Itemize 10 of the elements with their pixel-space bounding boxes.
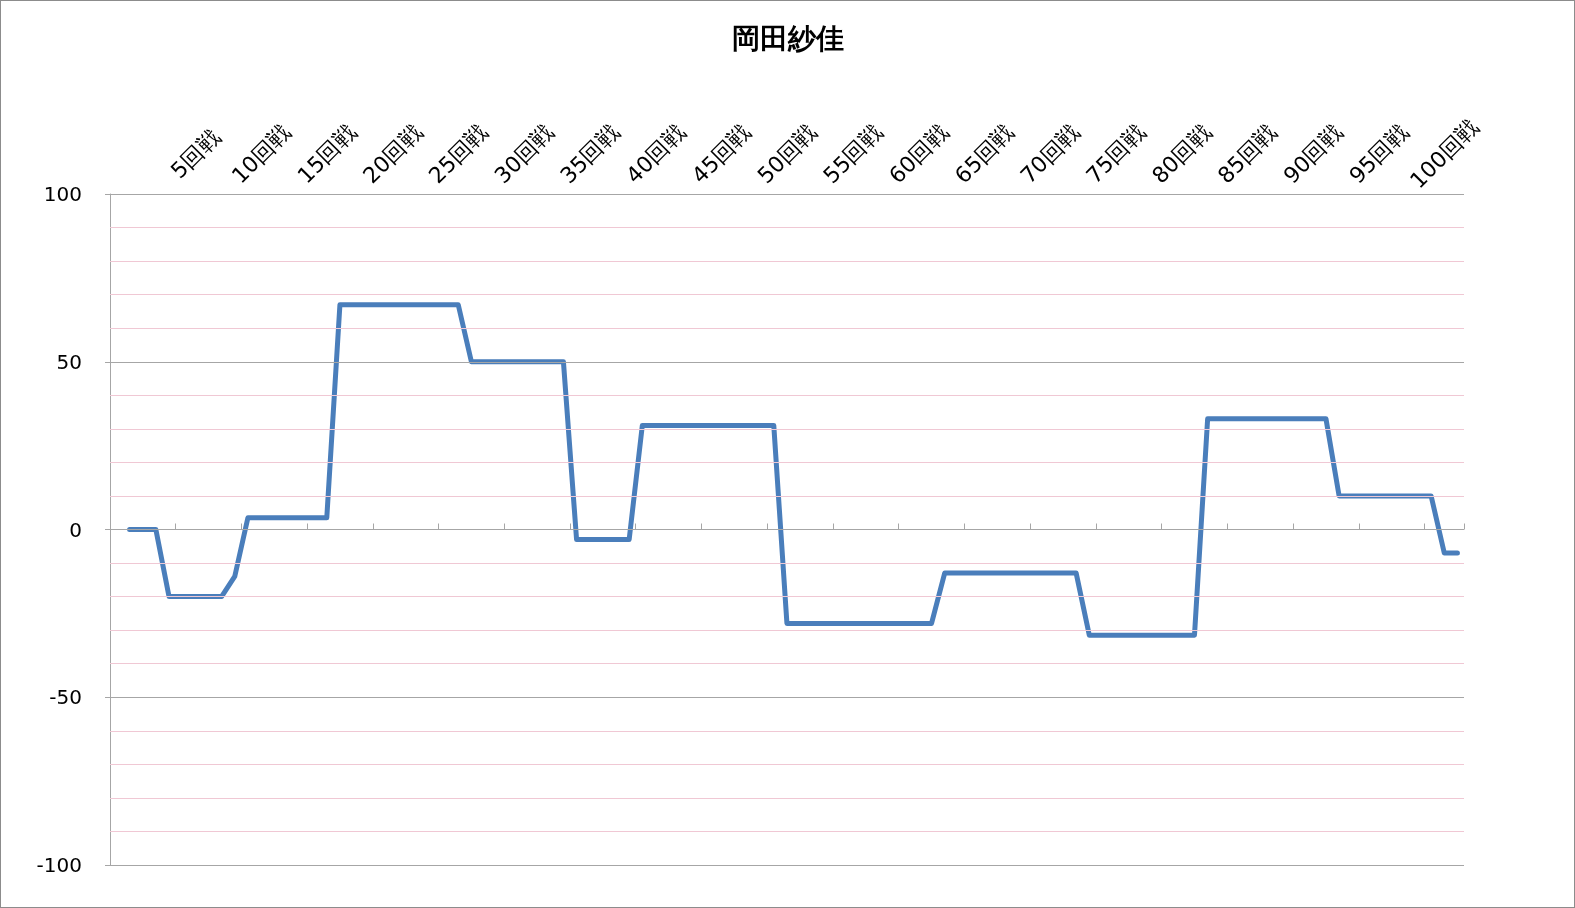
y-tick-label: -100	[36, 853, 82, 877]
x-tick-label: 90回戦	[1278, 119, 1348, 189]
y-tick-label: 0	[69, 517, 82, 542]
chart-title: 岡田紗佳	[731, 21, 844, 55]
x-tick-label: 5回戦	[165, 124, 225, 184]
x-tick-label: 60回戦	[884, 119, 953, 189]
y-tick-label: -50	[49, 685, 82, 710]
x-tick-label: 80回戦	[1147, 119, 1216, 189]
y-tick-label: 50	[56, 349, 82, 374]
y-tick-label: 100	[43, 182, 82, 206]
